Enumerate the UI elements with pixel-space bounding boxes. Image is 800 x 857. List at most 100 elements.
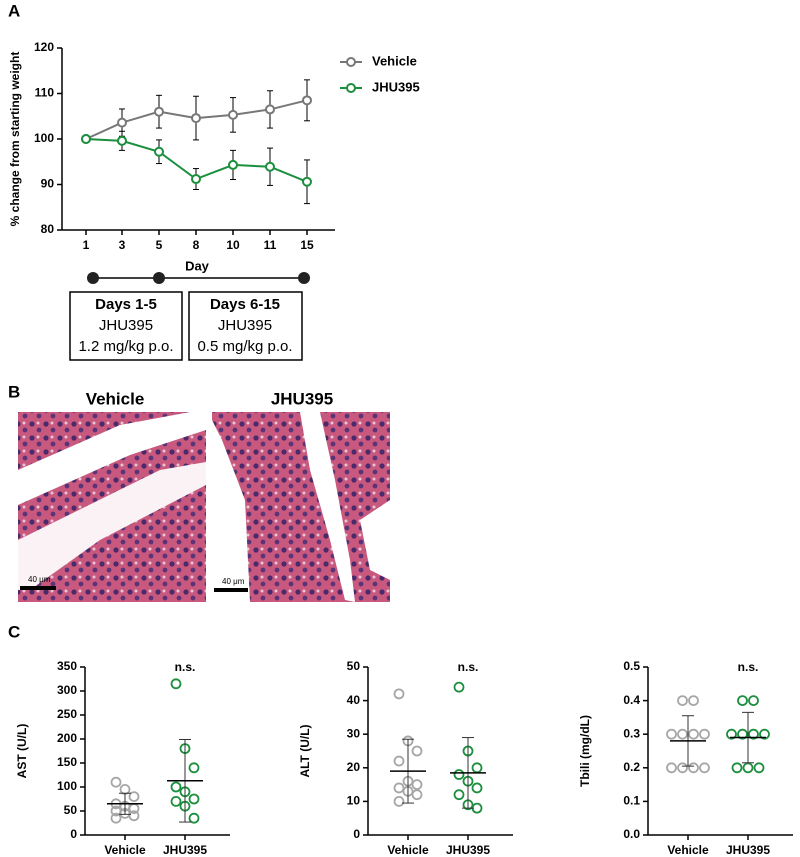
data-point <box>188 762 200 774</box>
y-tick-label: 350 <box>57 659 77 673</box>
legend-label: Vehicle <box>372 53 417 68</box>
data-point <box>677 728 688 740</box>
y-axis-label: Tbili (mg/dL) <box>578 715 592 787</box>
marker <box>265 161 275 172</box>
data-point <box>110 776 122 788</box>
y-tick-label: 50 <box>347 659 361 673</box>
scale-label: 40 μm <box>28 575 51 584</box>
data-point <box>128 791 140 802</box>
image-title: JHU395 <box>271 389 333 408</box>
data-point <box>666 762 677 774</box>
marker <box>81 134 91 144</box>
data-point <box>737 695 748 706</box>
data-point <box>699 728 710 740</box>
y-tick-label: 100 <box>34 131 54 145</box>
y-tick-label: 300 <box>57 683 77 697</box>
y-tick-label: 200 <box>57 731 77 745</box>
lumen <box>300 412 355 602</box>
data-point <box>688 762 699 774</box>
marker <box>191 174 201 185</box>
data-point <box>411 745 423 757</box>
marker <box>154 146 164 157</box>
x-tick-label: 10 <box>226 238 240 252</box>
box-title: Days 1-5 <box>95 296 157 313</box>
lumen <box>360 500 390 580</box>
data-point <box>471 762 483 774</box>
y-tick-label: 250 <box>57 707 77 721</box>
y-tick-label: 0.3 <box>623 726 640 740</box>
y-axis-label: AST (U/L) <box>15 724 29 779</box>
annotation: n.s. <box>175 660 196 674</box>
y-tick-label: 20 <box>347 760 361 774</box>
dose-box <box>188 291 303 361</box>
lumen <box>18 462 206 590</box>
data-point <box>453 769 465 780</box>
annotation: n.s. <box>738 660 759 674</box>
panel-label: C <box>8 622 20 641</box>
y-tick-label: 80 <box>41 222 55 236</box>
box-dose: 0.5 mg/kg p.o. <box>197 338 292 355</box>
y-tick-label: 0 <box>353 827 360 841</box>
box-title: Days 6-15 <box>210 296 280 313</box>
x-tick-label: Vehicle <box>667 843 709 857</box>
lumen <box>212 420 250 602</box>
data-point <box>188 812 200 824</box>
annotation: n.s. <box>458 660 479 674</box>
data-point <box>170 796 182 807</box>
timeline: Days 1-5 JHU395 1.2 mg/kg p.o. Days 6-15… <box>69 272 310 361</box>
data-point <box>453 681 465 693</box>
data-point <box>128 810 140 822</box>
data-point <box>737 728 748 740</box>
marker <box>302 95 312 106</box>
data-point <box>393 688 405 700</box>
image-title: Vehicle <box>86 389 145 408</box>
x-tick-label: JHU395 <box>446 843 490 857</box>
y-tick-label: 0.5 <box>623 659 640 673</box>
marker <box>191 113 201 124</box>
data-point <box>110 812 122 824</box>
marker <box>117 135 127 146</box>
data-point <box>677 762 688 774</box>
y-tick-label: 110 <box>35 86 55 100</box>
data-point <box>688 728 699 740</box>
data-point <box>411 779 423 790</box>
x-tick-label: Vehicle <box>387 843 429 857</box>
x-tick-label: JHU395 <box>163 843 207 857</box>
data-point <box>188 793 200 805</box>
panel-label: B <box>8 382 20 401</box>
lumen <box>18 412 206 505</box>
y-tick-label: 0 <box>70 827 77 841</box>
panel-label: A <box>8 1 20 20</box>
x-tick-label: 15 <box>300 238 314 252</box>
x-tick-label: 5 <box>156 238 163 252</box>
y-tick-label: 100 <box>57 779 77 793</box>
data-point <box>666 728 677 740</box>
marker <box>228 109 238 120</box>
timeline-dot <box>87 272 99 284</box>
histology: Vehicle JHU395 40 μm 40 μm <box>18 389 390 602</box>
marker <box>154 106 164 117</box>
box-drug: JHU395 <box>99 317 153 334</box>
y-axis-label: % change from starting weight <box>8 52 22 227</box>
marker <box>117 117 127 128</box>
y-tick-label: 30 <box>347 726 361 740</box>
x-tick-label: 1 <box>83 238 90 252</box>
x-axis-label: Day <box>185 258 210 273</box>
legend-marker <box>346 57 356 67</box>
marker <box>228 159 238 170</box>
y-tick-label: 0.2 <box>623 760 640 774</box>
data-point <box>699 762 710 774</box>
marker <box>265 104 275 115</box>
y-tick-label: 0.1 <box>623 794 640 808</box>
data-point <box>393 796 405 807</box>
data-point <box>471 782 483 794</box>
data-point <box>411 789 423 801</box>
y-tick-label: 0.0 <box>623 827 640 841</box>
x-tick-label: Vehicle <box>104 843 146 857</box>
data-point <box>393 755 405 767</box>
y-axis-label: ALT (U/L) <box>298 724 312 777</box>
y-tick-label: 10 <box>347 794 361 808</box>
data-point <box>170 678 182 690</box>
box-drug: JHU395 <box>218 317 272 334</box>
